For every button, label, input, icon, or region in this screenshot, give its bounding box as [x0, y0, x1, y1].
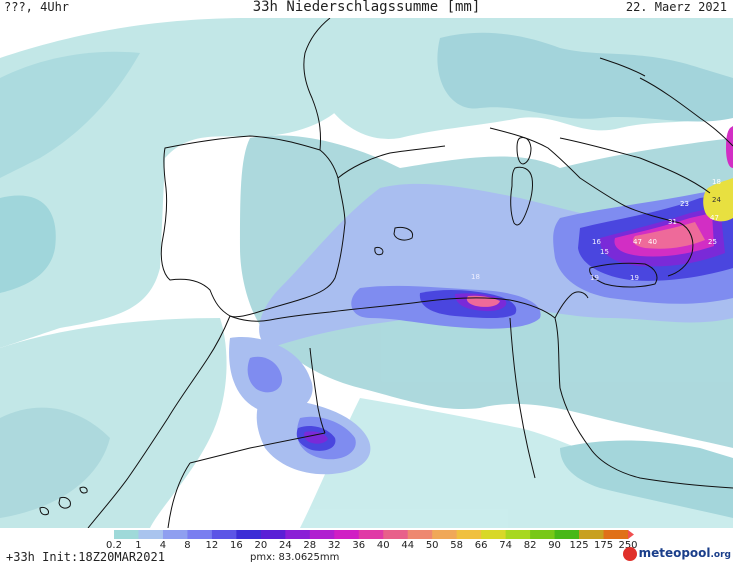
colorbar-tick-label: 20 [254, 540, 268, 551]
colorbar-segment [603, 530, 629, 539]
colorbar-segment [236, 530, 262, 539]
colorbar-tick-label: 90 [548, 540, 561, 551]
meteopool-logo[interactable]: meteopool.org [622, 546, 731, 561]
precip-light-fields [0, 18, 733, 528]
colorbar-tick-label: 36 [352, 540, 366, 551]
colorbar-segment [138, 530, 164, 539]
colorbar-segment [162, 530, 188, 539]
valid-time-label: ???, 4Uhr [4, 0, 70, 14]
colorbar-segment [432, 530, 458, 539]
colorbar-segment [407, 530, 433, 539]
forecast-init-label: +33h Init:18Z20MAR2021 [6, 550, 165, 564]
colorbar-segment [481, 530, 507, 539]
colorbar-tick-label: 8 [184, 540, 191, 551]
colorbar-segment [114, 530, 139, 539]
map-value-label: 23 [680, 200, 689, 208]
colorbar-segment [530, 530, 556, 539]
colorbar-tick-label: 24 [278, 540, 292, 551]
colorbar-tick-label: 50 [425, 540, 439, 551]
map-value-label: 18 [712, 178, 721, 186]
colorbar-tick-label: 125 [569, 540, 589, 551]
colorbar-segment [383, 530, 409, 539]
colorbar-segment [309, 530, 335, 539]
meteopool-logo-icon [622, 546, 637, 561]
map-value-label: 19 [590, 274, 599, 282]
colorbar-arrow [628, 530, 634, 539]
map-value-label: 16 [592, 238, 601, 246]
colorbar-tick-label: 58 [450, 540, 464, 551]
colorbar-tick-label: 4 [159, 540, 167, 551]
colorbar-segment [505, 530, 531, 539]
colorbar-segment [260, 530, 286, 539]
map-canvas [0, 18, 733, 528]
map-value-label: 25 [708, 238, 717, 246]
colorbar-tick-label: 74 [499, 540, 512, 551]
map-value-label: 47 [633, 238, 642, 246]
footer-bar [0, 528, 733, 566]
colorbar-segment [187, 530, 213, 539]
colorbar-tick-label: 82 [523, 540, 537, 551]
colorbar-segment [456, 530, 482, 539]
colorbar-segment [285, 530, 311, 539]
map-value-label: 18 [471, 273, 480, 281]
map-value-label: 15 [600, 248, 609, 256]
colorbar-tick-label: 28 [303, 540, 317, 551]
colorbar-segment [211, 530, 237, 539]
map-value-label: 40 [648, 238, 657, 246]
valid-date-label: 22. Maerz 2021 [625, 0, 727, 14]
colorbar-segment [554, 530, 580, 539]
colorbar-tick-labels: 0.2 1 4 8 12 16 20 24 28 32 36 40 44 50 58 66 74 82 90 125 1… [0, 540, 733, 552]
map-value-label: 24 [712, 196, 721, 204]
colorbar-tick-label: 16 [230, 540, 243, 551]
colorbar-tick-label: 0.2 [106, 540, 122, 551]
coastlines [39, 18, 733, 528]
map-value-label: 19 [630, 274, 639, 282]
colorbar-segment [334, 530, 360, 539]
colorbar [114, 530, 634, 539]
colorbar-segment [358, 530, 384, 539]
colorbar-tick-label: 1 [135, 540, 142, 551]
map-title: 33h Niederschlagssumme [mm] [252, 0, 481, 15]
map-value-label: 31 [668, 218, 677, 226]
logo-text: meteopool [638, 546, 711, 560]
colorbar-tick-label: 175 [593, 540, 614, 551]
precipitation-map[interactable]: 18 16 47 40 25 19 19 15 31 23 24 47 18 [0, 18, 733, 528]
pmx-label: pmx: 83.0625mm [250, 552, 340, 563]
colorbar-tick-label: 40 [376, 540, 390, 551]
precip-heavy-fields [296, 126, 733, 451]
colorbar-tick-label: 250 [618, 540, 638, 551]
header-bar: ???, 4Uhr 33h Niederschlagssumme [mm] 22… [0, 0, 733, 18]
colorbar-tick-label: 66 [474, 540, 488, 551]
colorbar-tick-label: 44 [401, 540, 415, 551]
colorbar-segment [579, 530, 605, 539]
colorbar-tick-label: 32 [327, 540, 341, 551]
map-value-label: 47 [710, 214, 719, 222]
logo-suffix: .org [710, 550, 731, 560]
colorbar-tick-label: 12 [205, 540, 219, 551]
